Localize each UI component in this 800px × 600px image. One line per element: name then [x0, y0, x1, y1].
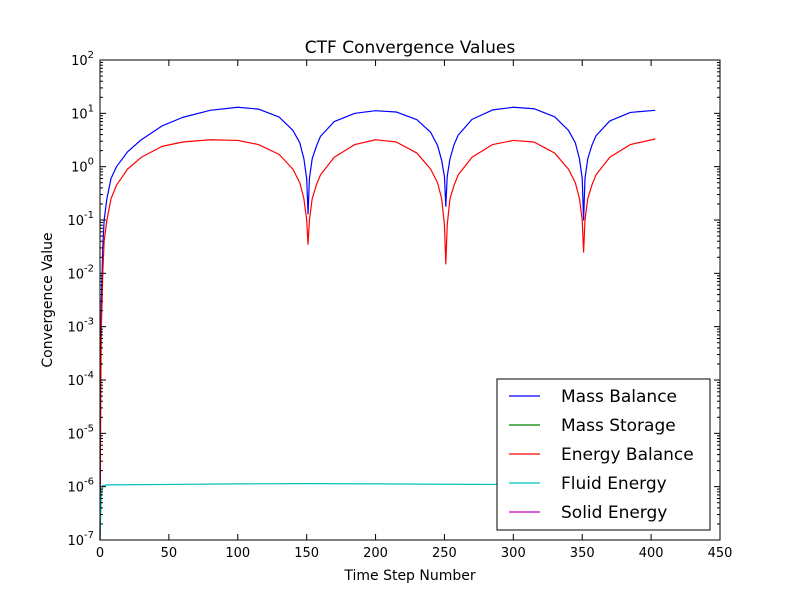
- legend: Mass Balance Mass Storage Energy Balance Fl…: [496, 378, 711, 531]
- y-tick-label: 10-6: [67, 477, 94, 496]
- chart-title: CTF Convergence Values: [305, 38, 516, 58]
- y-tick-label: 102: [71, 50, 94, 69]
- x-tick-label: 200: [363, 546, 388, 561]
- x-tick-label: 50: [161, 546, 178, 561]
- x-tick-label: 150: [294, 546, 319, 561]
- x-axis-label: Time Step Number: [343, 568, 476, 584]
- series-line-0: [99, 106, 656, 541]
- x-tick-label: 100: [225, 546, 250, 561]
- x-tick-label: 400: [639, 546, 664, 561]
- y-tick-label: 100: [71, 157, 94, 176]
- y-tick-label: 10-3: [67, 317, 94, 336]
- x-tick-label: 450: [708, 546, 733, 561]
- y-tick-label: 10-5: [67, 423, 94, 442]
- legend-label-2: Energy Balance: [561, 445, 694, 465]
- x-tick-label: 350: [570, 546, 595, 561]
- y-axis-label: Convergence Value: [40, 232, 56, 367]
- ticks-layer: 0 50 100 150 200 250 300 350 400 450 10-7 10-6 10-5 1…: [67, 50, 732, 561]
- y-tick-label: 10-1: [67, 210, 94, 229]
- y-tick-label: 10-2: [67, 263, 94, 282]
- x-tick-label: 300: [501, 546, 526, 561]
- series-line-2: [99, 138, 656, 541]
- legend-label-0: Mass Balance: [561, 387, 677, 407]
- x-tick-label: 250: [432, 546, 457, 561]
- plot-frame: [99, 59, 721, 541]
- legend-label-4: Solid Energy: [561, 503, 667, 523]
- legend-label-3: Fluid Energy: [561, 474, 667, 494]
- y-tick-label: 10-7: [67, 530, 94, 549]
- y-tick-label: 10-4: [67, 370, 94, 389]
- legend-label-1: Mass Storage: [561, 416, 676, 436]
- x-tick-label: 0: [96, 546, 104, 561]
- y-tick-label: 101: [71, 103, 94, 122]
